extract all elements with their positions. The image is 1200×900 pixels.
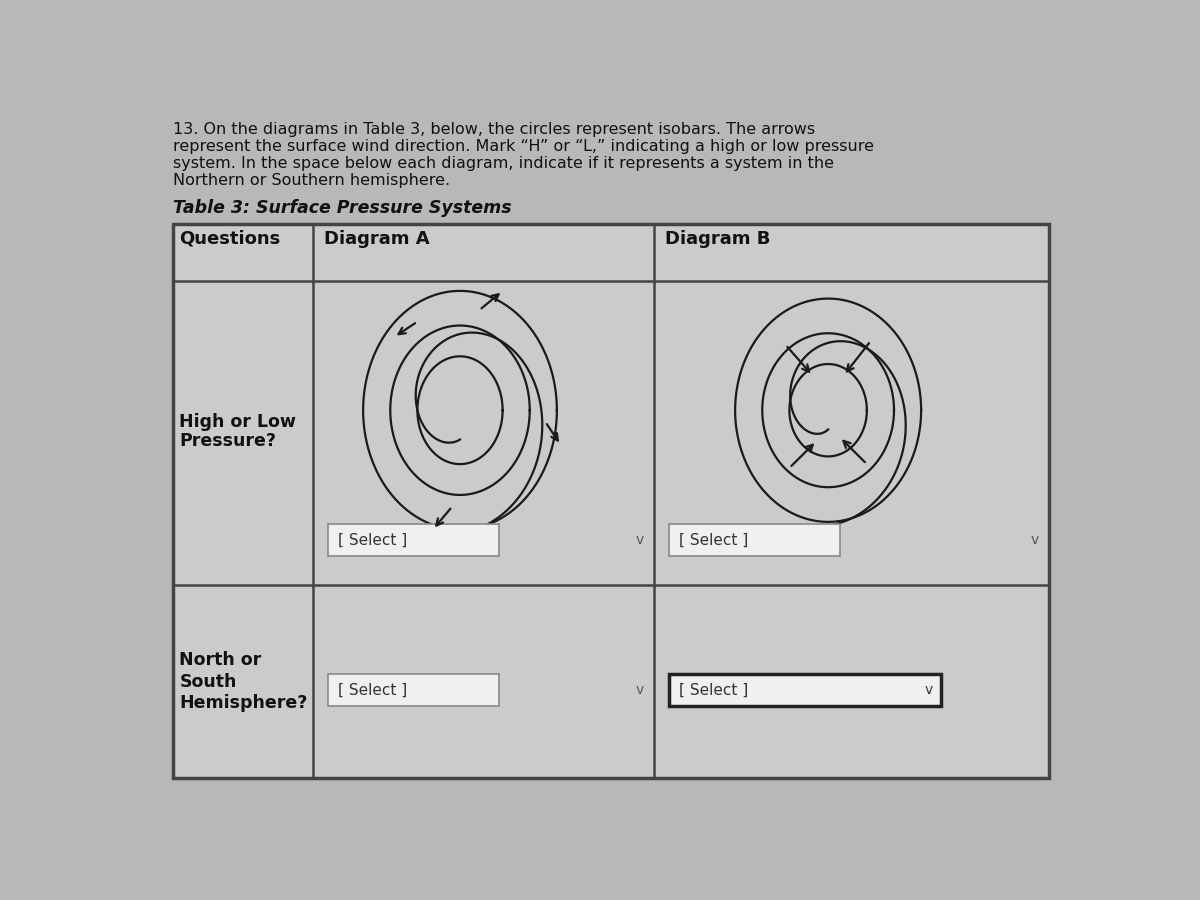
Bar — [329, 524, 499, 556]
Text: Diagram B: Diagram B — [665, 230, 770, 248]
Text: Northern or Southern hemisphere.: Northern or Southern hemisphere. — [173, 173, 450, 188]
Bar — [173, 223, 1049, 778]
Text: [ Select ]: [ Select ] — [678, 533, 748, 547]
Text: v: v — [925, 683, 934, 698]
Text: v: v — [636, 683, 644, 698]
Bar — [670, 674, 941, 706]
Text: High or Low: High or Low — [180, 413, 296, 431]
Text: North or: North or — [180, 651, 262, 669]
Text: [ Select ]: [ Select ] — [337, 533, 407, 547]
Text: v: v — [636, 533, 644, 547]
Text: Diagram A: Diagram A — [324, 230, 430, 248]
Text: represent the surface wind direction. Mark “H” or “L,” indicating a high or low : represent the surface wind direction. Ma… — [173, 139, 875, 154]
Text: v: v — [1031, 533, 1039, 547]
Text: [ Select ]: [ Select ] — [337, 682, 407, 698]
Text: [ Select ]: [ Select ] — [678, 682, 748, 698]
Text: system. In the space below each diagram, indicate if it represents a system in t: system. In the space below each diagram,… — [173, 156, 834, 171]
Text: South: South — [180, 672, 236, 690]
Text: Hemisphere?: Hemisphere? — [180, 694, 308, 712]
Text: Questions: Questions — [180, 230, 281, 248]
Text: Pressure?: Pressure? — [180, 432, 276, 450]
Bar — [670, 524, 840, 556]
Bar — [329, 674, 499, 706]
Text: 13. On the diagrams in Table 3, below, the circles represent isobars. The arrows: 13. On the diagrams in Table 3, below, t… — [173, 122, 815, 137]
Text: Table 3: Surface Pressure Systems: Table 3: Surface Pressure Systems — [173, 199, 512, 217]
